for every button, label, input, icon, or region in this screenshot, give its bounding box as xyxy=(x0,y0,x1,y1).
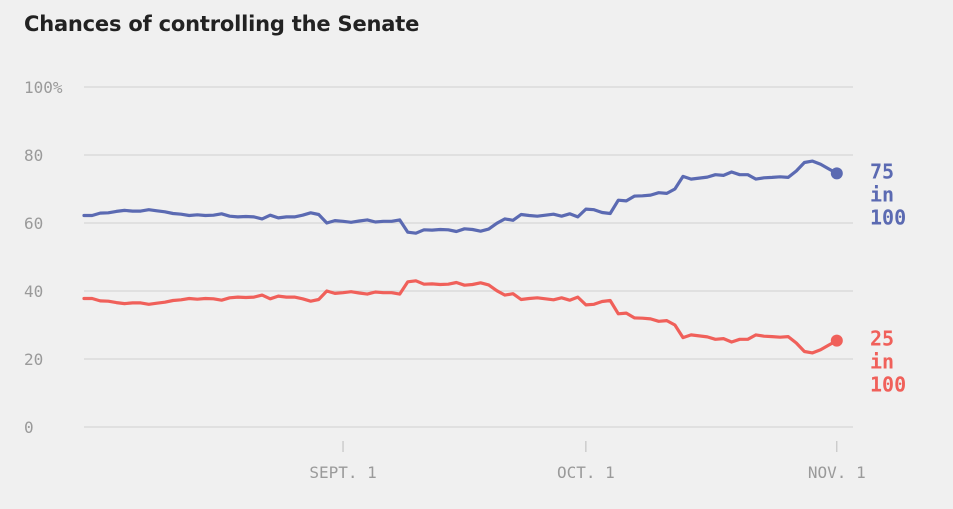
x-axis-ticks: SEPT. 1 OCT. 1 NOV. 1 xyxy=(309,441,866,482)
end-label-line: 75 xyxy=(870,159,894,183)
y-tick-label: 60 xyxy=(24,214,43,233)
end-label-line: 100 xyxy=(870,373,906,397)
end-label-line: 100 xyxy=(870,205,906,229)
y-tick-label: 0 xyxy=(24,418,34,437)
series-end-dot-0 xyxy=(830,167,843,180)
y-tick-label: 40 xyxy=(24,282,43,301)
end-label-line: 25 xyxy=(870,327,894,351)
series-lines xyxy=(82,159,843,355)
page-title: Chances of controlling the Senate xyxy=(24,12,420,36)
end-label-line: in xyxy=(870,350,894,374)
series-line-0 xyxy=(82,159,839,235)
y-tick-label: 20 xyxy=(24,350,43,369)
end-label-line: in xyxy=(870,182,894,206)
x-tick-label: OCT. 1 xyxy=(557,463,615,482)
x-tick-label: NOV. 1 xyxy=(808,463,866,482)
x-tick-label: SEPT. 1 xyxy=(309,463,376,482)
y-tick-label: 80 xyxy=(24,146,43,165)
series-line-1 xyxy=(82,279,839,355)
y-axis-tick-labels: 100% 80 60 40 20 0 xyxy=(24,78,63,437)
series-end-dot-1 xyxy=(830,334,843,347)
y-tick-label: 100% xyxy=(24,78,63,97)
gridlines xyxy=(84,86,853,428)
